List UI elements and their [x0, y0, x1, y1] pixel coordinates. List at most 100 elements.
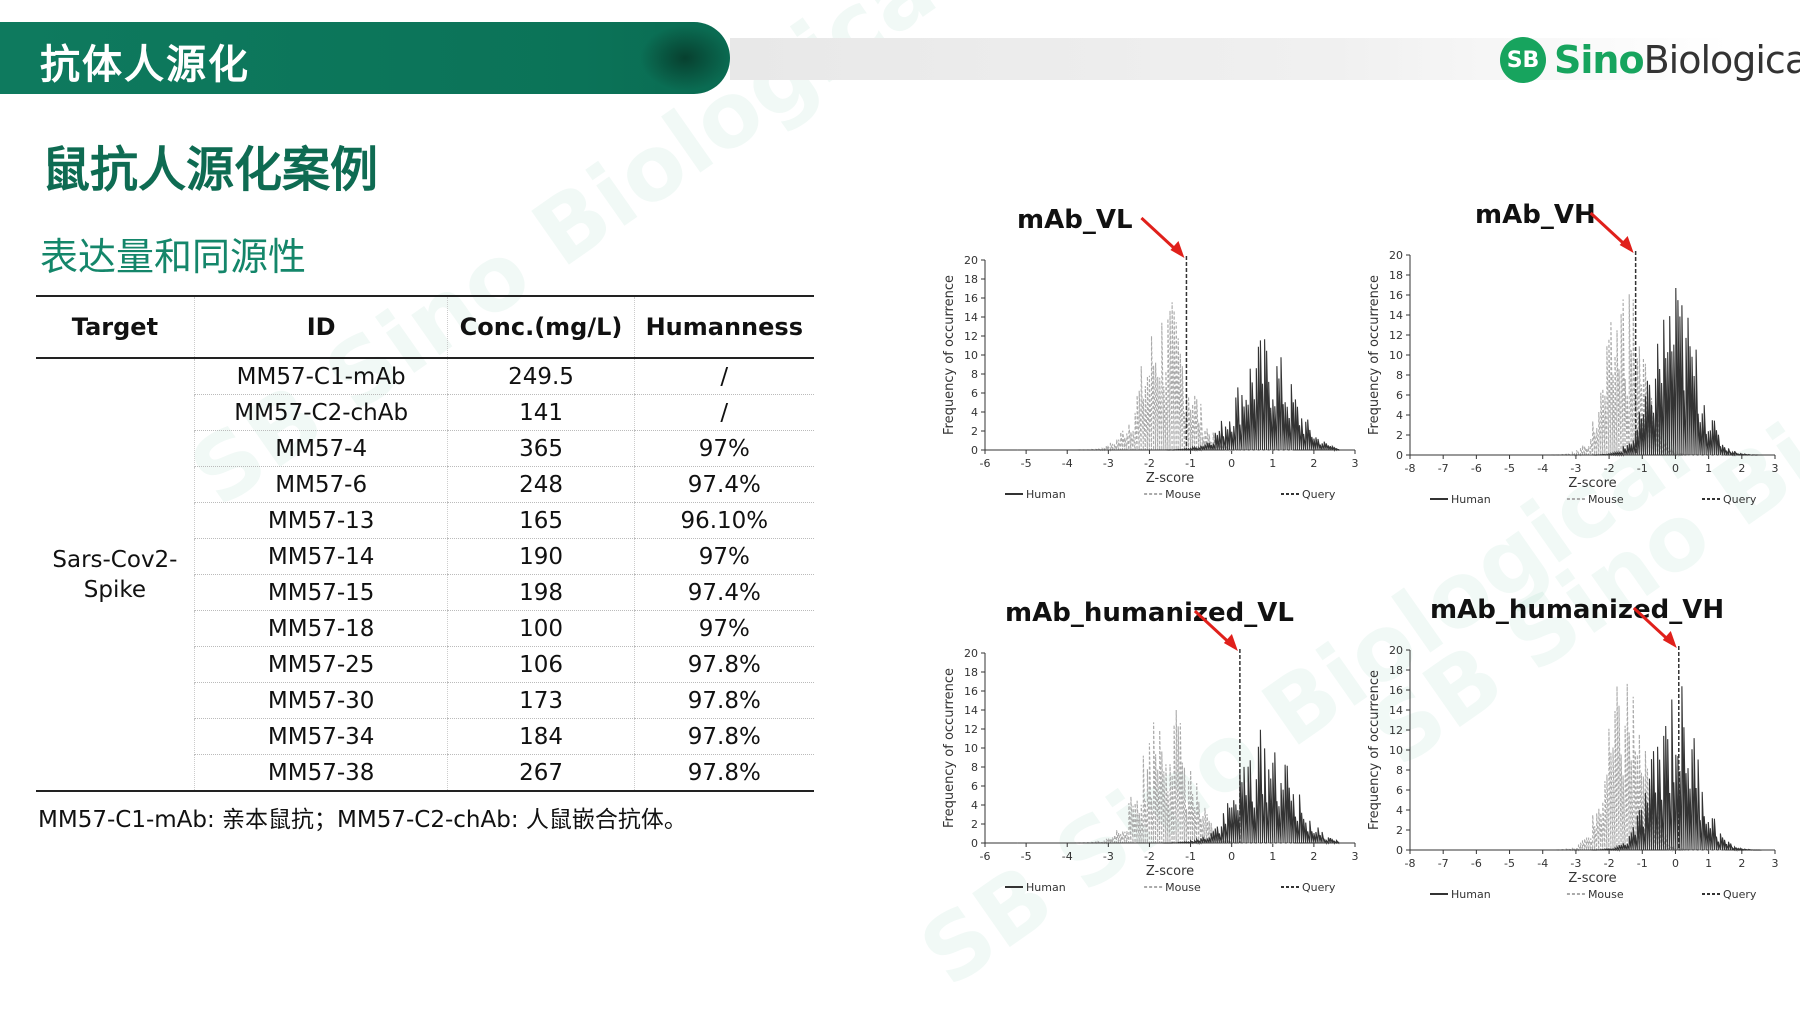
humanness-cell: 97.8%: [633, 718, 814, 755]
legend-label: Mouse: [1165, 881, 1201, 894]
y-tick-label: 2: [971, 425, 978, 438]
histogram-panel: mAb_VH 0 2 4 6 8 10 12 14 16 18 20 -8 -7 -6 -5 -4 -3 -2 -1 0…: [1360, 200, 1800, 550]
chart-title: mAb_VH: [1475, 200, 1596, 230]
legend-label: Human: [1026, 488, 1066, 501]
legend-label: Query: [1302, 488, 1336, 501]
humanness-cell: 97%: [633, 538, 814, 575]
id-cell: MM57-34: [193, 718, 448, 755]
col-header-conc: Conc.(mg/L): [447, 295, 635, 359]
table-row: MM57-C2-chAb 141/: [36, 394, 814, 431]
table-row: MM57-38 267 97.8%: [36, 754, 814, 792]
table-row: MM57-30 173 97.8%: [36, 682, 814, 719]
y-tick-label: 8: [1396, 369, 1403, 382]
conc-cell: 165: [447, 502, 635, 539]
conc-cell: 106: [447, 646, 635, 683]
legend-label: Query: [1302, 881, 1336, 894]
y-axis-label: Frequency of occurrence: [942, 668, 957, 828]
humanness-cell: 97.4%: [633, 574, 814, 611]
y-tick-label: 20: [1389, 644, 1403, 657]
y-axis-label: Frequency of occurrence: [942, 275, 957, 435]
y-axis-label: Frequency of occurrence: [1367, 275, 1382, 435]
x-tick-label: 1: [1705, 462, 1712, 475]
y-tick-label: 10: [1389, 744, 1403, 757]
x-tick-label: 3: [1772, 462, 1779, 475]
x-tick-label: -6: [980, 850, 991, 863]
humanness-cell: 97%: [633, 610, 814, 647]
y-tick-label: 18: [1389, 664, 1403, 677]
x-tick-label: 0: [1228, 850, 1235, 863]
y-tick-label: 20: [964, 254, 978, 267]
x-tick-label: -3: [1103, 850, 1114, 863]
x-axis-label: Z-score: [1568, 476, 1616, 491]
x-tick-label: -3: [1103, 457, 1114, 470]
x-tick-label: -4: [1062, 850, 1073, 863]
humanness-cell: 97.8%: [633, 682, 814, 719]
conc-cell: 267: [447, 754, 635, 792]
y-tick-label: 0: [971, 444, 978, 457]
x-tick-label: 0: [1672, 462, 1679, 475]
id-cell: MM57-38: [193, 754, 448, 792]
red-arrow-head-icon: [1619, 236, 1634, 253]
histogram-panel: mAb_humanized_VL 0 2 4 6 8 10 12 14 16 18 20 -6 -5 -4-…: [935, 598, 1380, 938]
y-tick-label: 16: [964, 685, 978, 698]
id-cell: MM57-4: [193, 430, 448, 467]
x-tick-label: -6: [1471, 857, 1482, 870]
y-tick-label: 20: [964, 647, 978, 660]
y-tick-label: 6: [971, 387, 978, 400]
x-tick-label: -1: [1637, 857, 1648, 870]
x-tick-label: -8: [1405, 857, 1416, 870]
legend-label: Query: [1723, 888, 1757, 901]
x-tick-label: 2: [1738, 462, 1745, 475]
y-tick-label: 14: [1389, 309, 1403, 322]
logo-biological: Biological: [1643, 38, 1800, 82]
histogram-panel: mAb_VL 0 2 4 6 8 10 12 14 16 18 20 -6 -5 -4 -3 -2 -1 0 1 2 3 Z…: [935, 205, 1380, 545]
x-tick-label: -2: [1604, 857, 1615, 870]
x-tick-label: -2: [1144, 850, 1155, 863]
id-cell: MM57-C2-chAb: [193, 394, 448, 431]
x-tick-label: 2: [1310, 457, 1317, 470]
conc-cell: 141: [447, 394, 635, 431]
x-tick-label: -8: [1405, 462, 1416, 475]
y-tick-label: 12: [1389, 329, 1403, 342]
table-row: MM57-6 248 97.4%: [36, 466, 814, 503]
conc-cell: 184: [447, 718, 635, 755]
x-tick-label: -2: [1144, 457, 1155, 470]
x-tick-label: -1: [1637, 462, 1648, 475]
id-cell: MM57-13: [193, 502, 448, 539]
x-tick-label: -3: [1570, 857, 1581, 870]
conc-cell: 365: [447, 430, 635, 467]
y-tick-label: 0: [1396, 844, 1403, 857]
chart-title: mAb_humanized_VH: [1430, 595, 1725, 625]
conc-cell: 198: [447, 574, 635, 611]
section-subtitle: 表达量和同源性: [40, 235, 307, 279]
y-tick-label: 14: [1389, 704, 1403, 717]
y-tick-label: 0: [1396, 449, 1403, 462]
id-cell: MM57-15: [193, 574, 448, 611]
x-axis-label: Z-score: [1146, 471, 1194, 486]
humanness-cell: 97.8%: [633, 754, 814, 792]
x-tick-label: -6: [1471, 462, 1482, 475]
x-tick-label: 3: [1772, 857, 1779, 870]
y-tick-label: 4: [971, 406, 978, 419]
y-tick-label: 20: [1389, 249, 1403, 262]
humanness-cell: 97%: [633, 430, 814, 467]
x-tick-label: -5: [1504, 462, 1515, 475]
y-tick-label: 6: [1396, 784, 1403, 797]
x-tick-label: -4: [1062, 457, 1073, 470]
humanness-cell: 96.10%: [633, 502, 814, 539]
y-tick-label: 16: [1389, 289, 1403, 302]
red-arrow-head-icon: [1170, 241, 1185, 258]
human-trace: [1436, 287, 1762, 457]
col-header-target: Target: [36, 295, 195, 359]
red-arrow-head-icon: [1662, 631, 1677, 648]
human-trace: [1436, 686, 1762, 852]
conc-cell: 100: [447, 610, 635, 647]
x-tick-label: -7: [1438, 857, 1449, 870]
humanness-cell: 97.8%: [633, 646, 814, 683]
x-tick-label: -2: [1604, 462, 1615, 475]
x-tick-label: 3: [1352, 457, 1359, 470]
y-tick-label: 6: [971, 780, 978, 793]
chart-title: mAb_humanized_VL: [1005, 598, 1294, 628]
